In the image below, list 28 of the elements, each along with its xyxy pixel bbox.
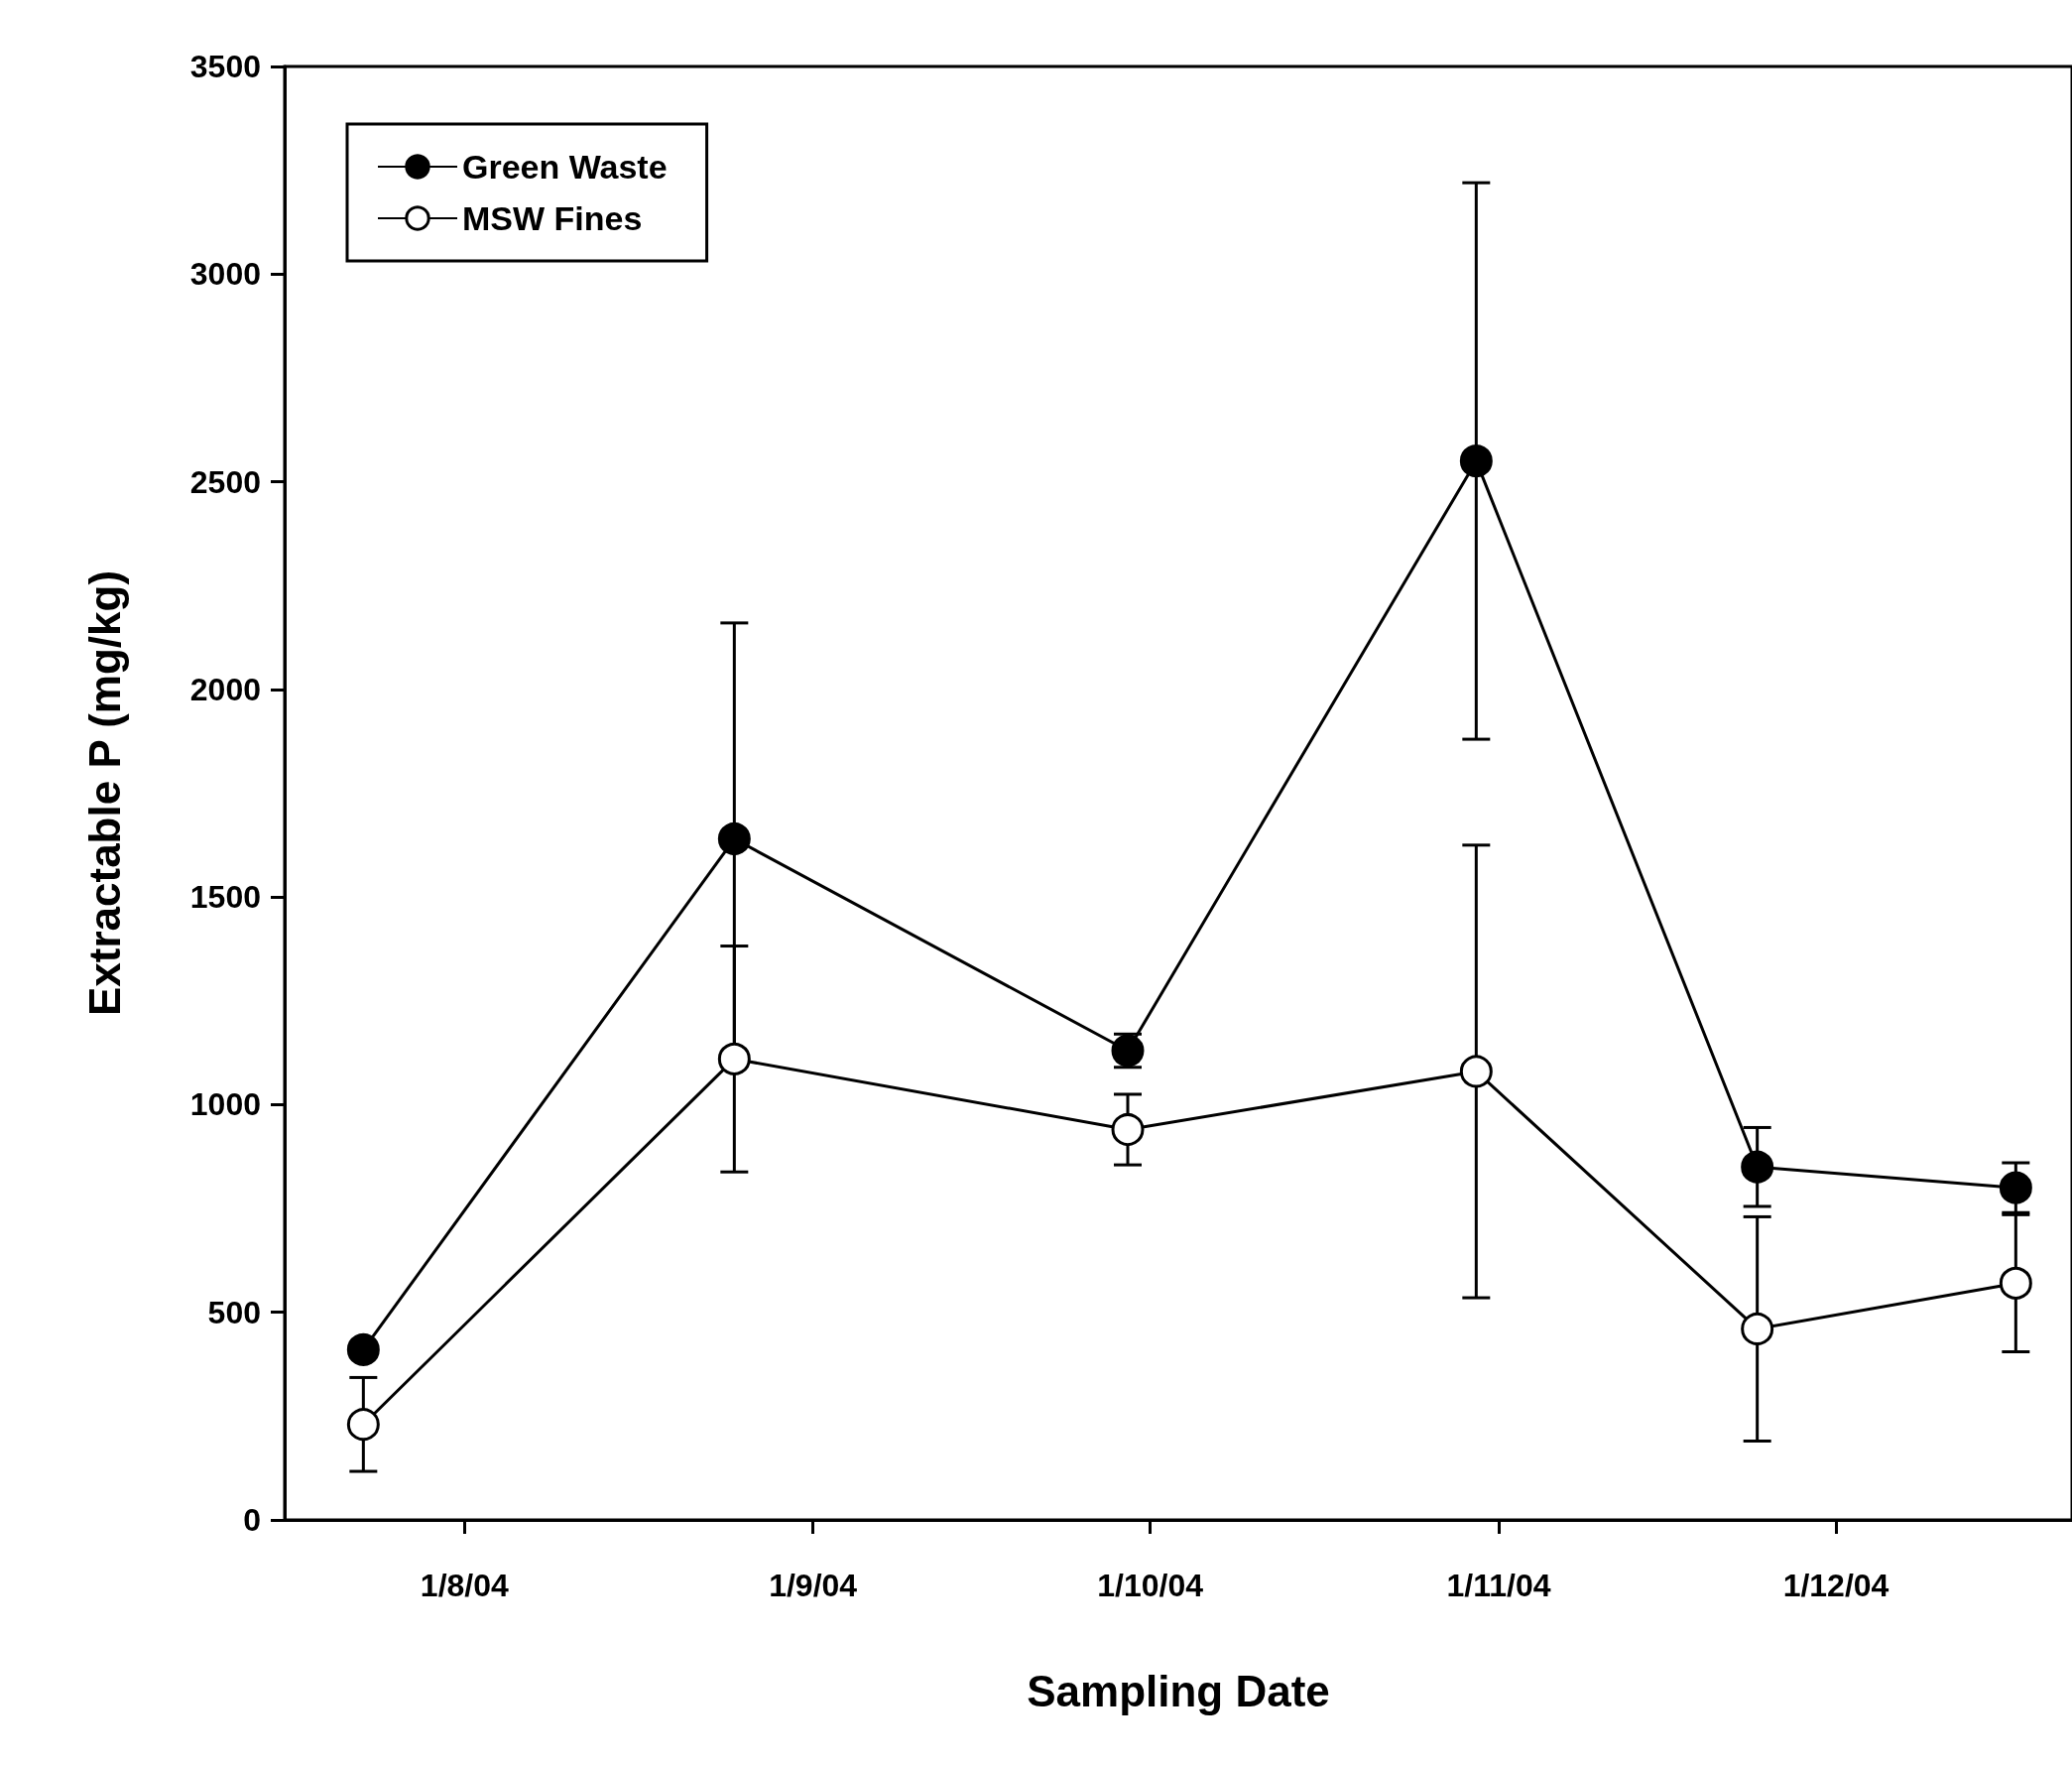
point [1741,1150,1774,1184]
point [346,1332,380,1366]
y-tick-label: 500 [207,1294,261,1330]
point [1741,1312,1774,1345]
point [1111,1113,1145,1147]
x-tick-label: 1/11/04 [1446,1568,1551,1603]
point [717,822,751,856]
x-tick-label: 1/9/04 [769,1568,858,1603]
x-axis-title: Sampling Date [1027,1666,1330,1715]
y-tick-label: 0 [243,1502,261,1538]
legend-label: Green Waste [462,148,668,186]
y-axis-title: Extractable P (mg/kg) [79,569,129,1017]
point [1459,1055,1493,1088]
y-tick-label: 2000 [189,671,261,707]
point [717,1042,751,1075]
legend-label: MSW Fines [462,199,643,237]
x-tick-label: 1/10/04 [1097,1568,1204,1603]
y-tick-label: 1000 [189,1086,261,1123]
x-tick-label: 1/12/04 [1782,1568,1889,1603]
y-tick-label: 2500 [189,463,261,500]
point [1459,444,1493,478]
y-tick-label: 3500 [189,49,261,84]
x-tick-label: 1/8/04 [420,1568,510,1603]
y-tick-label: 1500 [189,879,261,916]
point [1999,1171,2032,1204]
point [1999,1266,2032,1300]
point [346,1408,380,1442]
y-tick-label: 3000 [189,256,261,293]
